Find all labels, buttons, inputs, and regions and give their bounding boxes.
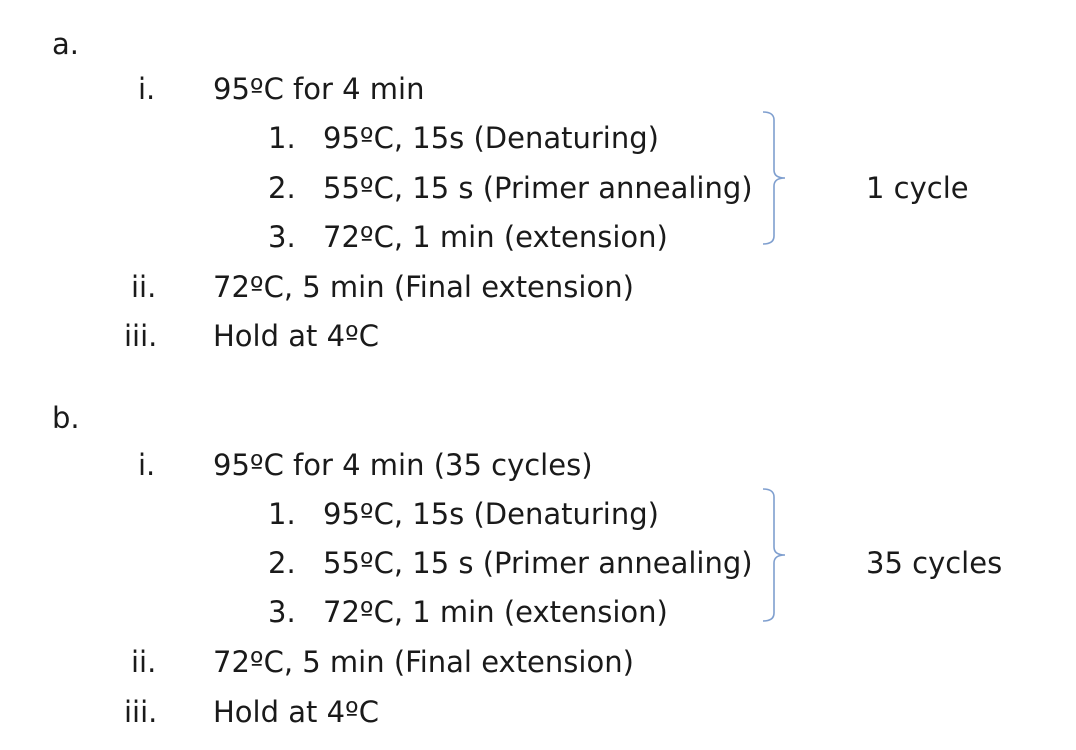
cycle-note: 35 cycles (866, 546, 1003, 580)
step-iii-text: Hold at 4ºC (213, 695, 379, 729)
step-iii-text: Hold at 4ºC (213, 319, 379, 353)
right-brace-icon (762, 488, 786, 622)
substep-1-number: 1. (268, 121, 296, 155)
substep-3-text: 72ºC, 1 min (extension) (323, 220, 668, 254)
right-brace-icon (762, 111, 786, 245)
substep-3-text: 72ºC, 1 min (extension) (323, 595, 668, 629)
step-iii-number: iii. (124, 319, 158, 353)
step-iii-number: iii. (124, 695, 158, 729)
section-b-label: b. (52, 401, 80, 435)
substep-2-text: 55ºC, 15 s (Primer annealing) (323, 546, 753, 580)
substep-2-number: 2. (268, 546, 296, 580)
section-a-label: a. (52, 27, 79, 61)
step-i-text: 95ºC for 4 min (35 cycles) (213, 448, 593, 482)
substep-1-text: 95ºC, 15s (Denaturing) (323, 497, 659, 531)
step-ii-text: 72ºC, 5 min (Final extension) (213, 270, 634, 304)
substep-3-number: 3. (268, 595, 296, 629)
step-ii-number: ii. (131, 270, 157, 304)
step-i-text: 95ºC for 4 min (213, 72, 425, 106)
substep-3-number: 3. (268, 220, 296, 254)
step-ii-number: ii. (131, 645, 157, 679)
cycle-note: 1 cycle (866, 171, 969, 205)
substep-1-number: 1. (268, 497, 296, 531)
substep-1-text: 95ºC, 15s (Denaturing) (323, 121, 659, 155)
step-ii-text: 72ºC, 5 min (Final extension) (213, 645, 634, 679)
step-i-number: i. (138, 448, 156, 482)
step-i-number: i. (138, 72, 156, 106)
substep-2-number: 2. (268, 171, 296, 205)
substep-2-text: 55ºC, 15 s (Primer annealing) (323, 171, 753, 205)
